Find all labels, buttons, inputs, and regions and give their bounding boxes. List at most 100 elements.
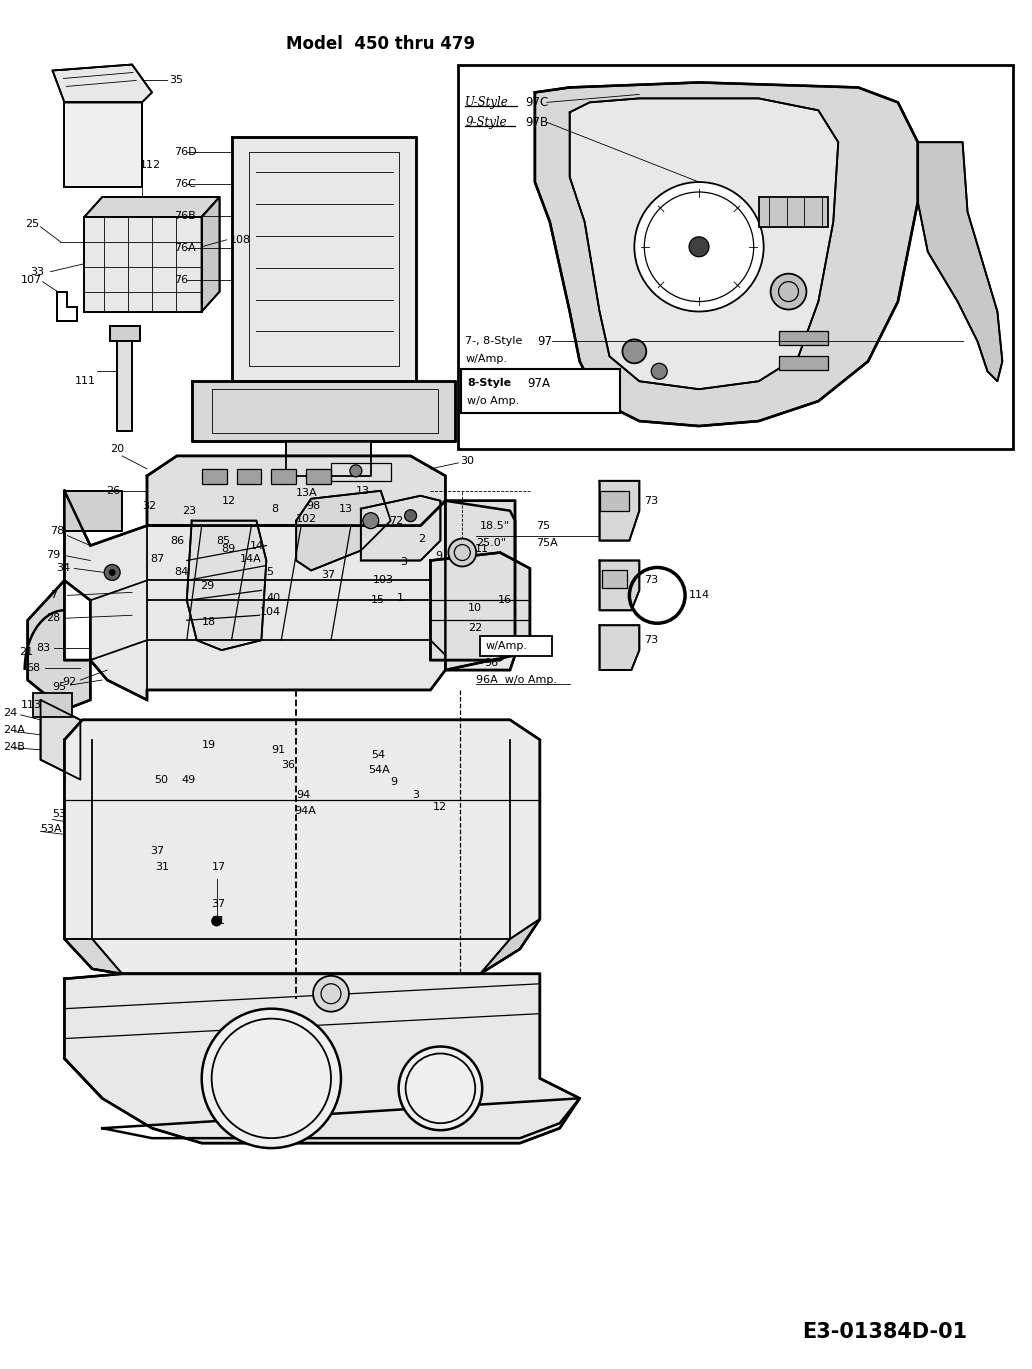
- Text: 12: 12: [222, 496, 235, 505]
- Text: 13: 13: [338, 504, 353, 513]
- Text: 49: 49: [182, 775, 196, 784]
- Bar: [458, 64, 1013, 449]
- Text: 97A: 97A: [527, 376, 550, 390]
- Text: 111: 111: [74, 376, 95, 386]
- Circle shape: [771, 274, 806, 309]
- Circle shape: [398, 1046, 482, 1131]
- Text: 73: 73: [644, 575, 658, 586]
- Text: 75: 75: [536, 520, 550, 531]
- Text: 37: 37: [321, 571, 335, 580]
- Circle shape: [350, 465, 362, 476]
- Polygon shape: [85, 216, 201, 312]
- Text: 24: 24: [3, 708, 17, 717]
- Bar: [480, 637, 552, 656]
- Text: 72: 72: [389, 516, 402, 526]
- Bar: [600, 491, 630, 511]
- Text: E3-01384D-01: E3-01384D-01: [803, 1322, 968, 1343]
- Text: 35: 35: [169, 75, 183, 85]
- Text: 96: 96: [484, 658, 498, 668]
- Bar: [307, 468, 331, 483]
- Text: 9: 9: [436, 550, 443, 560]
- Polygon shape: [361, 496, 441, 560]
- Polygon shape: [570, 99, 838, 389]
- Text: 54A: 54A: [367, 765, 389, 775]
- Text: 36: 36: [282, 760, 295, 769]
- Text: 53: 53: [53, 809, 66, 820]
- Text: 76A: 76A: [173, 242, 196, 253]
- Text: 34: 34: [57, 564, 70, 574]
- Text: 26: 26: [106, 486, 121, 496]
- Text: 31: 31: [212, 916, 226, 925]
- Text: U-Style: U-Style: [465, 96, 509, 110]
- Text: 50: 50: [154, 775, 168, 784]
- Text: 73: 73: [644, 496, 658, 505]
- Text: 83: 83: [36, 643, 51, 653]
- Polygon shape: [600, 481, 640, 541]
- Polygon shape: [286, 441, 370, 476]
- Text: 30: 30: [460, 456, 475, 465]
- Text: 29: 29: [200, 582, 214, 591]
- Text: 89: 89: [222, 543, 236, 553]
- Text: w/Amp.: w/Amp.: [465, 355, 508, 364]
- Bar: [461, 370, 620, 413]
- Text: 84: 84: [173, 568, 188, 578]
- Text: 8: 8: [271, 504, 279, 513]
- Text: 95: 95: [53, 682, 67, 691]
- Text: 37: 37: [212, 899, 226, 909]
- Text: 102: 102: [296, 513, 317, 524]
- Circle shape: [313, 976, 349, 1012]
- Text: 25: 25: [25, 219, 39, 229]
- Text: 25.0": 25.0": [476, 538, 507, 548]
- Text: 24B: 24B: [3, 742, 25, 752]
- Text: 78: 78: [51, 526, 65, 535]
- Polygon shape: [231, 137, 416, 381]
- Polygon shape: [64, 720, 540, 973]
- Polygon shape: [64, 491, 515, 700]
- Polygon shape: [28, 580, 91, 711]
- Text: 73: 73: [644, 635, 658, 645]
- Polygon shape: [446, 501, 515, 669]
- Text: 12: 12: [432, 802, 447, 812]
- Text: 24A: 24A: [3, 724, 25, 735]
- Polygon shape: [147, 456, 446, 526]
- Polygon shape: [430, 553, 529, 660]
- Circle shape: [363, 513, 379, 528]
- Text: 7-, 8-Style: 7-, 8-Style: [465, 337, 522, 346]
- Text: 98: 98: [307, 501, 320, 511]
- Text: 3: 3: [413, 790, 420, 799]
- Text: 20: 20: [110, 444, 124, 455]
- Polygon shape: [600, 626, 640, 669]
- Text: 86: 86: [170, 535, 184, 546]
- Circle shape: [622, 340, 646, 363]
- Polygon shape: [917, 142, 1002, 381]
- Text: 19: 19: [201, 739, 216, 750]
- Text: 5: 5: [266, 568, 273, 578]
- Text: w/o Amp.: w/o Amp.: [467, 396, 519, 407]
- Circle shape: [104, 564, 120, 580]
- Polygon shape: [64, 491, 122, 531]
- Text: 40: 40: [266, 593, 281, 604]
- Bar: [331, 463, 391, 481]
- Circle shape: [405, 509, 417, 522]
- Bar: [201, 468, 227, 483]
- Text: w/Amp.: w/Amp.: [485, 641, 527, 652]
- Polygon shape: [118, 341, 132, 431]
- Bar: [778, 356, 829, 370]
- Polygon shape: [64, 973, 580, 1143]
- Text: 17: 17: [212, 862, 226, 872]
- Text: 108: 108: [229, 235, 251, 245]
- Bar: [602, 571, 627, 589]
- Bar: [778, 331, 829, 345]
- Text: 91: 91: [271, 745, 286, 754]
- Bar: [759, 197, 829, 227]
- Circle shape: [651, 363, 667, 379]
- Text: 14A: 14A: [239, 553, 261, 564]
- Text: 94: 94: [296, 790, 311, 799]
- Polygon shape: [192, 381, 455, 441]
- Text: 13A: 13A: [296, 487, 318, 498]
- Text: 33: 33: [31, 267, 44, 277]
- Bar: [271, 468, 296, 483]
- Bar: [236, 468, 261, 483]
- Polygon shape: [58, 292, 77, 322]
- Text: 11: 11: [475, 543, 489, 553]
